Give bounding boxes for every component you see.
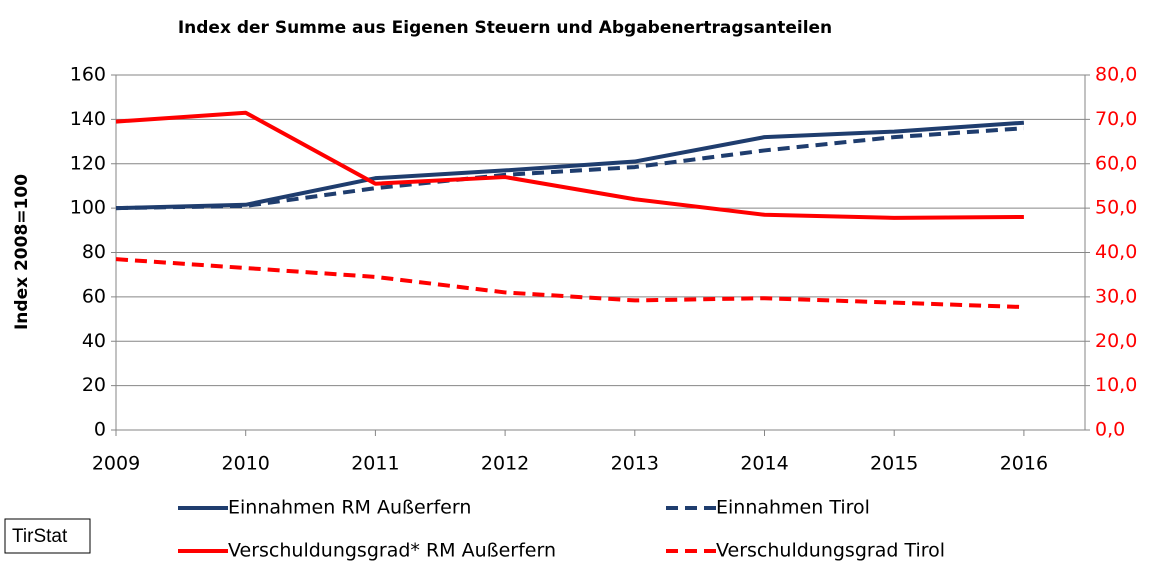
x-tick-label: 2012 bbox=[481, 453, 529, 475]
y2-tick-label: 70,0 bbox=[1095, 108, 1137, 130]
y-tick-label: 140 bbox=[70, 108, 106, 130]
y-tick-label: 120 bbox=[70, 152, 106, 174]
y-tick-label: 0 bbox=[94, 419, 106, 441]
legend-label: Einnahmen Tirol bbox=[716, 497, 870, 519]
y2-tick-label: 30,0 bbox=[1095, 285, 1137, 307]
legend-label: Verschuldungsgrad* RM Außerfern bbox=[228, 540, 556, 562]
y2-tick-label: 80,0 bbox=[1095, 64, 1137, 86]
x-tick-label: 2009 bbox=[92, 453, 140, 475]
x-tick-label: 2011 bbox=[351, 453, 399, 475]
x-tick-label: 2013 bbox=[611, 453, 659, 475]
y-tick-label: 40 bbox=[82, 330, 106, 352]
legend-label: Verschuldungsgrad Tirol bbox=[716, 540, 945, 562]
series-line bbox=[115, 120, 1025, 211]
series-line bbox=[115, 110, 1024, 220]
series-line bbox=[115, 126, 1025, 211]
y2-tick-label: 50,0 bbox=[1095, 197, 1137, 219]
y2-tick-label: 40,0 bbox=[1095, 241, 1137, 263]
y-tick-label: 80 bbox=[82, 241, 106, 263]
y-tick-label: 160 bbox=[70, 64, 106, 86]
y-tick-label: 100 bbox=[70, 197, 106, 219]
source-label: TirStat bbox=[12, 526, 68, 547]
y-tick-label: 60 bbox=[82, 285, 106, 307]
y2-tick-label: 0,0 bbox=[1095, 419, 1125, 441]
chart-title: Index der Summe aus Eigenen Steuern und … bbox=[178, 18, 832, 38]
legend-label: Einnahmen RM Außerfern bbox=[228, 497, 471, 519]
y2-tick-label: 20,0 bbox=[1095, 330, 1137, 352]
y2-tick-label: 10,0 bbox=[1095, 374, 1137, 396]
x-tick-label: 2014 bbox=[740, 453, 788, 475]
source-box bbox=[4, 518, 91, 554]
y2-tick-label: 60,0 bbox=[1095, 152, 1137, 174]
x-tick-label: 2016 bbox=[1000, 453, 1048, 475]
series-line bbox=[115, 257, 1024, 310]
x-tick-label: 2010 bbox=[222, 453, 270, 475]
x-tick-label: 2015 bbox=[870, 453, 918, 475]
y-axis-label: Index 2008=100 bbox=[12, 174, 32, 330]
y-tick-label: 20 bbox=[82, 374, 106, 396]
